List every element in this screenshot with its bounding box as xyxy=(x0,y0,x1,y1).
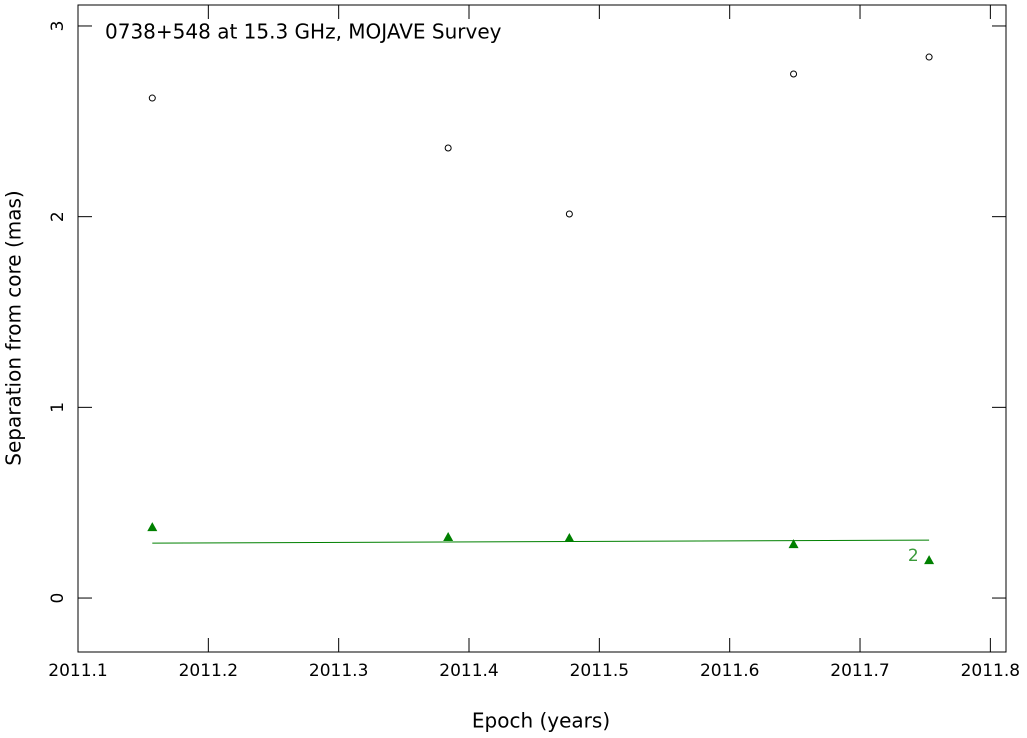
data-point xyxy=(790,70,798,78)
y-tick-label: 1 xyxy=(48,402,68,413)
x-axis-label: Epoch (years) xyxy=(472,709,610,733)
y-tick-label: 2 xyxy=(48,211,68,222)
data-point xyxy=(565,210,573,218)
x-tick-label: 2011.8 xyxy=(961,661,1020,681)
y-axis-label: Separation from core (mas) xyxy=(2,190,26,465)
chart-title: 0738+548 at 15.3 GHz, MOJAVE Survey xyxy=(105,20,502,44)
x-tick-label: 2011.7 xyxy=(830,661,889,681)
plot-frame xyxy=(77,4,1007,653)
x-tick-label: 2011.2 xyxy=(179,661,238,681)
fit-line xyxy=(152,539,930,544)
data-point xyxy=(924,555,935,565)
data-point xyxy=(564,532,575,542)
x-tick-label: 2011.6 xyxy=(700,661,759,681)
data-point xyxy=(147,522,158,532)
data-point xyxy=(788,539,799,549)
y-tick-label: 3 xyxy=(48,21,68,32)
data-point xyxy=(443,532,454,542)
data-point xyxy=(444,144,452,152)
annotation: 2 xyxy=(908,546,919,566)
data-point xyxy=(925,53,933,61)
x-tick-label: 2011.3 xyxy=(309,661,368,681)
x-tick-label: 2011.1 xyxy=(48,661,107,681)
y-tick-label: 0 xyxy=(48,593,68,604)
x-tick-label: 2011.4 xyxy=(439,661,498,681)
data-point xyxy=(148,94,156,102)
x-tick-label: 2011.5 xyxy=(570,661,629,681)
